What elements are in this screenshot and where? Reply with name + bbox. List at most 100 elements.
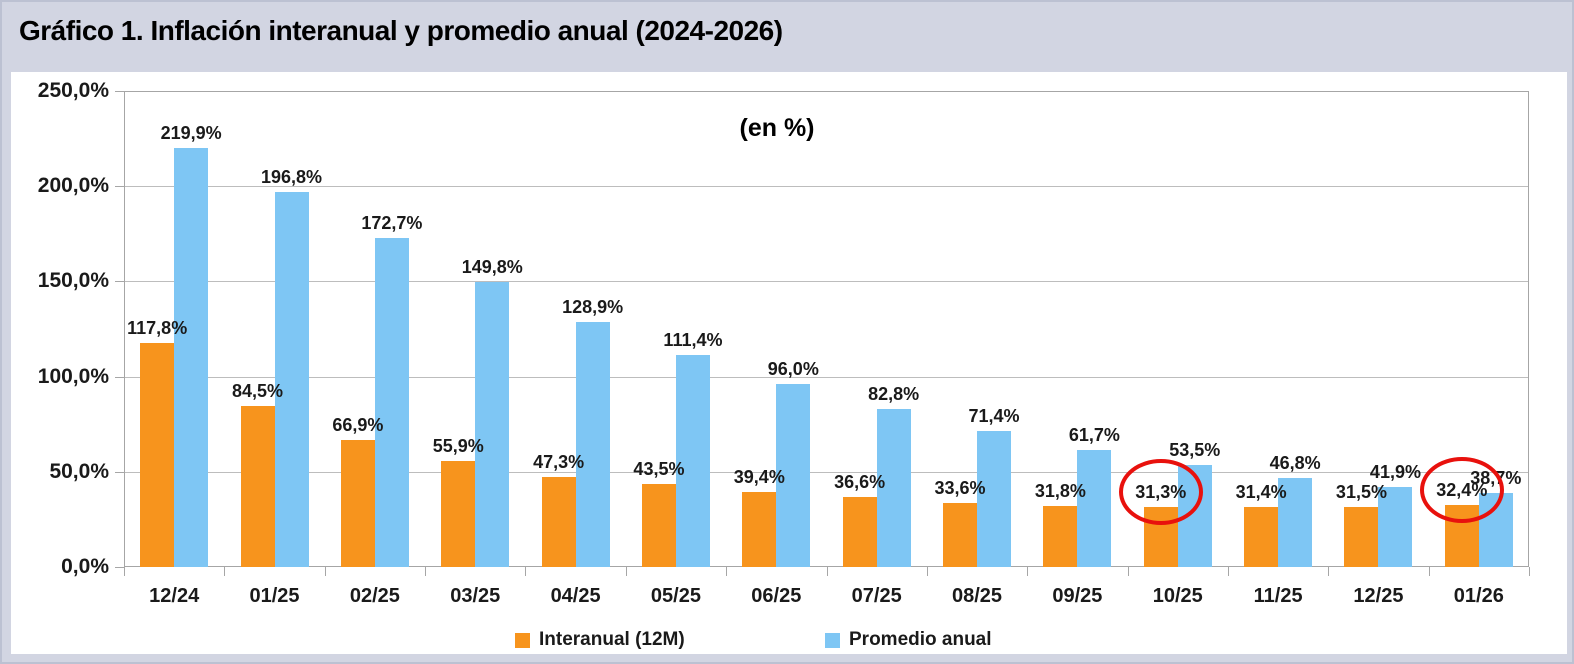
- x-axis-label-03/25: 03/25: [450, 585, 501, 607]
- gridline-200,0%: [124, 186, 1529, 188]
- bar-interanual-08/25: [943, 503, 978, 567]
- value-label-interanual-12/24: 117,8%: [127, 317, 188, 338]
- value-label-interanual-02/25: 66,9%: [332, 414, 384, 435]
- bar-promedio-06/25: [776, 384, 811, 567]
- x-axis-tick: [1328, 567, 1330, 576]
- x-axis-label-12/25: 12/25: [1353, 585, 1404, 607]
- bar-promedio-01/25: [274, 192, 309, 567]
- y-axis-tick-150,0%: [115, 281, 124, 283]
- x-axis-label-05/25: 05/25: [650, 585, 701, 607]
- y-axis-label: 0,0%: [61, 555, 109, 578]
- value-label-promedio-05/25: 111,4%: [663, 329, 723, 350]
- x-axis-tick: [726, 567, 728, 576]
- y-axis-label: 150,0%: [37, 269, 109, 293]
- bar-interanual-05/25: [641, 484, 676, 567]
- bar-promedio-04/25: [575, 321, 610, 567]
- x-axis-label-01/25: 01/25: [249, 585, 300, 607]
- x-axis-label-01/26: 01/26: [1453, 585, 1504, 607]
- x-axis-tick: [1027, 567, 1029, 576]
- value-label-promedio-03/25: 149,8%: [461, 256, 523, 277]
- value-label-interanual-12/25: 31,5%: [1335, 482, 1387, 503]
- bar-promedio-12/25: [1378, 487, 1413, 567]
- bar-interanual-07/25: [842, 497, 877, 567]
- x-axis-label-12/24: 12/24: [149, 585, 200, 607]
- chart-subtitle: (en %): [739, 114, 815, 142]
- highlight-ellipse-01/26: [1419, 457, 1504, 524]
- chart-panel: (en %) 0,0% 50,0% 100,0% 150,0% 200,0% 250,0%…: [11, 72, 1567, 654]
- y-axis-tick-100,0%: [115, 376, 124, 378]
- value-label-interanual-03/25: 55,9%: [432, 435, 484, 456]
- bar-interanual-02/25: [340, 439, 375, 567]
- x-axis-tick: [1428, 567, 1430, 576]
- value-label-promedio-01/25: 196,8%: [261, 167, 323, 188]
- bar-promedio-09/25: [1077, 449, 1112, 567]
- value-label-interanual-01/25: 84,5%: [232, 381, 284, 402]
- value-label-interanual-09/25: 31,8%: [1034, 481, 1086, 502]
- bar-interanual-01/25: [240, 406, 275, 567]
- y-axis-label: 200,0%: [37, 174, 109, 198]
- value-label-promedio-10/25: 53,5%: [1169, 440, 1221, 461]
- highlight-ellipse-10/25: [1118, 459, 1203, 526]
- y-axis-label: 50,0%: [49, 459, 109, 483]
- bar-interanual-09/25: [1043, 506, 1078, 567]
- value-label-promedio-12/24: 219,9%: [160, 123, 222, 144]
- x-axis-label-06/25: 06/25: [751, 585, 802, 607]
- y-axis-tick-50,0%: [115, 471, 124, 473]
- x-axis-label-02/25: 02/25: [349, 585, 400, 607]
- x-axis-tick: [1127, 567, 1129, 576]
- value-label-interanual-08/25: 33,6%: [934, 478, 986, 499]
- legend-label-interanual: Interanual (12M): [539, 629, 685, 650]
- bar-interanual-12/25: [1344, 507, 1379, 567]
- value-label-interanual-11/25: 31,4%: [1235, 482, 1287, 503]
- value-label-promedio-12/25: 41,9%: [1369, 462, 1421, 483]
- y-axis-label: 100,0%: [37, 364, 109, 388]
- y-axis-tick-250,0%: [115, 91, 124, 92]
- chart-title: Gráfico 1. Inflación interanual y promed…: [19, 15, 783, 46]
- legend-swatch-promedio: [825, 632, 840, 648]
- bar-promedio-07/25: [876, 409, 911, 567]
- x-axis-label-07/25: 07/25: [851, 585, 902, 607]
- bar-promedio-03/25: [475, 281, 510, 567]
- bar-interanual-03/25: [441, 460, 476, 567]
- value-label-interanual-05/25: 43,5%: [633, 459, 685, 480]
- bar-promedio-12/24: [174, 148, 209, 567]
- value-label-interanual-07/25: 36,6%: [834, 472, 886, 493]
- bar-interanual-12/24: [140, 342, 175, 567]
- value-label-promedio-04/25: 128,9%: [562, 296, 624, 317]
- x-axis-label-10/25: 10/25: [1152, 585, 1203, 607]
- x-axis-tick: [525, 567, 527, 576]
- x-axis-tick: [224, 567, 226, 576]
- value-label-promedio-06/25: 96,0%: [767, 359, 819, 380]
- x-axis-label-04/25: 04/25: [550, 585, 601, 607]
- bar-promedio-02/25: [374, 238, 409, 567]
- value-label-promedio-07/25: 82,8%: [868, 384, 920, 405]
- value-label-promedio-02/25: 172,7%: [361, 213, 423, 234]
- gridline-150,0%: [124, 281, 1529, 283]
- gridline-100,0%: [124, 376, 1529, 378]
- legend-item-interanual: Interanual (12M): [515, 629, 685, 651]
- chart-header: Gráfico 1. Inflación interanual y promed…: [2, 2, 1572, 72]
- legend-swatch-interanual: [515, 632, 530, 648]
- x-axis-tick: [926, 567, 928, 576]
- y-axis-tick-200,0%: [115, 186, 124, 188]
- x-axis-tick: [1227, 567, 1229, 576]
- value-label-promedio-09/25: 61,7%: [1068, 424, 1120, 445]
- x-axis-tick: [124, 567, 125, 576]
- bar-interanual-06/25: [742, 491, 777, 567]
- x-axis-tick: [324, 567, 326, 576]
- legend-item-promedio: Promedio anual: [825, 629, 992, 651]
- y-axis-tick-0,0%: [115, 567, 124, 568]
- value-label-promedio-08/25: 71,4%: [968, 406, 1020, 427]
- x-axis-tick: [826, 567, 828, 576]
- bar-promedio-11/25: [1278, 477, 1313, 567]
- x-axis-tick: [425, 567, 427, 576]
- bar-promedio-08/25: [977, 431, 1012, 567]
- bar-interanual-11/25: [1244, 507, 1279, 567]
- value-label-interanual-06/25: 39,4%: [733, 466, 785, 487]
- bar-interanual-04/25: [541, 476, 576, 567]
- x-axis-label-11/25: 11/25: [1253, 585, 1303, 607]
- y-axis-label: 250,0%: [37, 79, 109, 102]
- x-axis-tick: [625, 567, 627, 576]
- bar-promedio-05/25: [675, 354, 710, 567]
